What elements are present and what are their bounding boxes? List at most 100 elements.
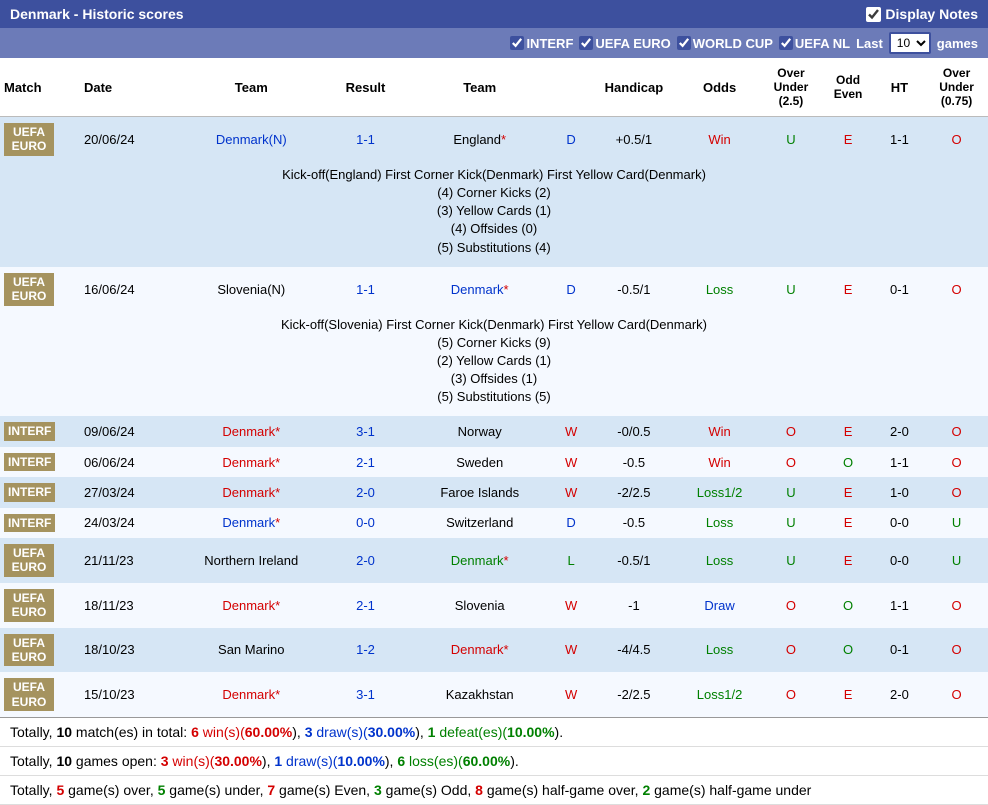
cell-result[interactable]: 0-0 xyxy=(326,508,406,538)
col-oddeven: Odd Even xyxy=(822,58,873,117)
cell-ht: 0-0 xyxy=(874,538,925,583)
cell-oe: E xyxy=(822,416,873,446)
cell-ou075: O xyxy=(925,267,988,312)
cell-wdl: W xyxy=(554,477,588,507)
cell-ht: 1-0 xyxy=(874,477,925,507)
cell-result[interactable]: 2-0 xyxy=(326,538,406,583)
cell-team2[interactable]: Denmark* xyxy=(405,628,553,673)
cell-ou25: U xyxy=(760,538,823,583)
cell-team1[interactable]: Denmark* xyxy=(177,447,325,477)
games-count-select[interactable]: 10 xyxy=(889,32,931,54)
filter-world-cup[interactable]: WORLD CUP xyxy=(677,36,773,51)
cell-handicap: +0.5/1 xyxy=(588,117,679,162)
display-notes-checkbox[interactable] xyxy=(866,7,881,22)
col-ou075: Over Under (0.75) xyxy=(925,58,988,117)
cell-odds: Win xyxy=(680,447,760,477)
cell-team1[interactable]: San Marino xyxy=(177,628,325,673)
cell-ou075: O xyxy=(925,583,988,628)
cell-result[interactable]: 2-1 xyxy=(326,583,406,628)
cell-date: 27/03/24 xyxy=(80,477,177,507)
cell-result[interactable]: 1-2 xyxy=(326,628,406,673)
cell-odds: Draw xyxy=(680,583,760,628)
cell-odds: Loss xyxy=(680,628,760,673)
cell-oe: E xyxy=(822,508,873,538)
table-row: UEFAEURO 16/06/24 Slovenia(N) 1-1 Denmar… xyxy=(0,267,988,312)
cell-team2[interactable]: Denmark* xyxy=(405,538,553,583)
cell-wdl: W xyxy=(554,416,588,446)
cell-comp: INTERF xyxy=(0,447,80,477)
cell-handicap: -2/2.5 xyxy=(588,672,679,717)
cell-team2[interactable]: Sweden xyxy=(405,447,553,477)
cell-result[interactable]: 3-1 xyxy=(326,416,406,446)
summary-section: Totally, 10 match(es) in total: 6 win(s)… xyxy=(0,717,988,805)
cell-team1[interactable]: Denmark(N) xyxy=(177,117,325,162)
cell-result[interactable]: 1-1 xyxy=(326,267,406,312)
filter-uefa-euro[interactable]: UEFA EURO xyxy=(579,36,670,51)
cell-wdl: W xyxy=(554,628,588,673)
cell-date: 18/11/23 xyxy=(80,583,177,628)
col-handicap: Handicap xyxy=(588,58,679,117)
cell-wdl: L xyxy=(554,538,588,583)
cell-result[interactable]: 1-1 xyxy=(326,117,406,162)
col-team2: Team xyxy=(405,58,553,117)
filter-uefa-nl-checkbox[interactable] xyxy=(779,36,793,50)
cell-team2[interactable]: Kazakhstan xyxy=(405,672,553,717)
cell-handicap: -0/0.5 xyxy=(588,416,679,446)
cell-team1[interactable]: Denmark* xyxy=(177,508,325,538)
notes-row: Kick-off(England) First Corner Kick(Denm… xyxy=(0,162,988,267)
display-notes-toggle[interactable]: Display Notes xyxy=(866,6,978,22)
filter-bar: INTERF UEFA EURO WORLD CUP UEFA NL Last … xyxy=(0,28,988,58)
cell-ht: 0-1 xyxy=(874,267,925,312)
cell-team2[interactable]: Faroe Islands xyxy=(405,477,553,507)
cell-comp: INTERF xyxy=(0,477,80,507)
filter-interf-checkbox[interactable] xyxy=(510,36,524,50)
cell-odds: Loss1/2 xyxy=(680,477,760,507)
cell-odds: Loss xyxy=(680,538,760,583)
cell-comp: UEFAEURO xyxy=(0,628,80,673)
filter-interf[interactable]: INTERF xyxy=(510,36,573,51)
cell-team2[interactable]: Denmark* xyxy=(405,267,553,312)
cell-team2[interactable]: Switzerland xyxy=(405,508,553,538)
cell-team1[interactable]: Denmark* xyxy=(177,416,325,446)
cell-ou075: U xyxy=(925,508,988,538)
filter-uefa-euro-checkbox[interactable] xyxy=(579,36,593,50)
cell-ou25: U xyxy=(760,508,823,538)
summary-line-ou: Totally, 5 game(s) over, 5 game(s) under… xyxy=(0,776,988,805)
cell-team1[interactable]: Northern Ireland xyxy=(177,538,325,583)
cell-wdl: D xyxy=(554,508,588,538)
cell-result[interactable]: 2-1 xyxy=(326,447,406,477)
filter-world-cup-checkbox[interactable] xyxy=(677,36,691,50)
cell-team2[interactable]: England* xyxy=(405,117,553,162)
cell-ou25: O xyxy=(760,628,823,673)
cell-team1[interactable]: Denmark* xyxy=(177,477,325,507)
cell-ou075: O xyxy=(925,477,988,507)
cell-odds: Loss xyxy=(680,267,760,312)
cell-team1[interactable]: Denmark* xyxy=(177,583,325,628)
col-result: Result xyxy=(326,58,406,117)
cell-team1[interactable]: Denmark* xyxy=(177,672,325,717)
cell-date: 24/03/24 xyxy=(80,508,177,538)
cell-wdl: W xyxy=(554,583,588,628)
cell-team2[interactable]: Norway xyxy=(405,416,553,446)
cell-ht: 0-0 xyxy=(874,508,925,538)
table-row: UEFAEURO 20/06/24 Denmark(N) 1-1 England… xyxy=(0,117,988,162)
cell-comp: INTERF xyxy=(0,508,80,538)
cell-result[interactable]: 2-0 xyxy=(326,477,406,507)
col-ht: HT xyxy=(874,58,925,117)
cell-ou25: U xyxy=(760,117,823,162)
cell-odds: Loss1/2 xyxy=(680,672,760,717)
cell-handicap: -0.5/1 xyxy=(588,538,679,583)
cell-odds: Win xyxy=(680,416,760,446)
cell-handicap: -2/2.5 xyxy=(588,477,679,507)
cell-team2[interactable]: Slovenia xyxy=(405,583,553,628)
cell-result[interactable]: 3-1 xyxy=(326,672,406,717)
cell-team1[interactable]: Slovenia(N) xyxy=(177,267,325,312)
filter-uefa-nl[interactable]: UEFA NL xyxy=(779,36,850,51)
cell-ou25: U xyxy=(760,267,823,312)
notes-cell: Kick-off(Slovenia) First Corner Kick(Den… xyxy=(0,312,988,417)
cell-handicap: -0.5/1 xyxy=(588,267,679,312)
summary-line-record: Totally, 10 match(es) in total: 6 win(s)… xyxy=(0,718,988,747)
cell-date: 21/11/23 xyxy=(80,538,177,583)
cell-ou075: U xyxy=(925,538,988,583)
notes-cell: Kick-off(England) First Corner Kick(Denm… xyxy=(0,162,988,267)
